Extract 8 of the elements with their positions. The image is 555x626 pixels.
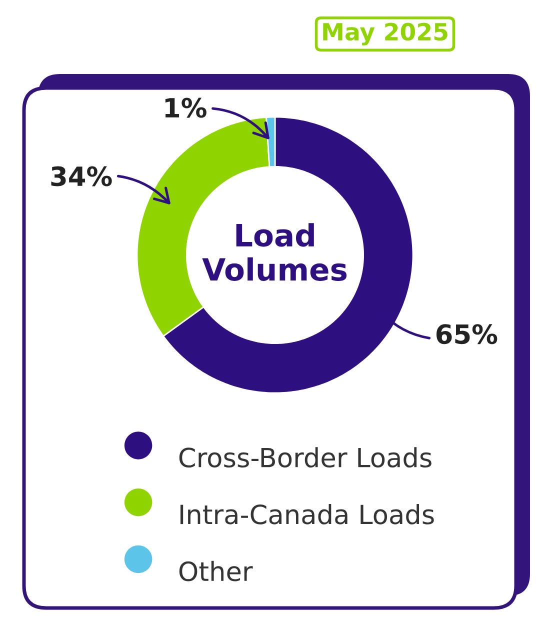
legend-label: Cross-Border Loads [179,447,432,468]
data-label: 34% [51,166,112,186]
chart-subtitle: May 2025 [323,22,448,46]
data-label: 65% [436,324,498,344]
text: Load Volumes [202,223,347,281]
data-label: 1% [165,98,206,118]
legend-label: Intra-Canada Loads [180,504,434,524]
legend-label: Other [179,560,253,582]
